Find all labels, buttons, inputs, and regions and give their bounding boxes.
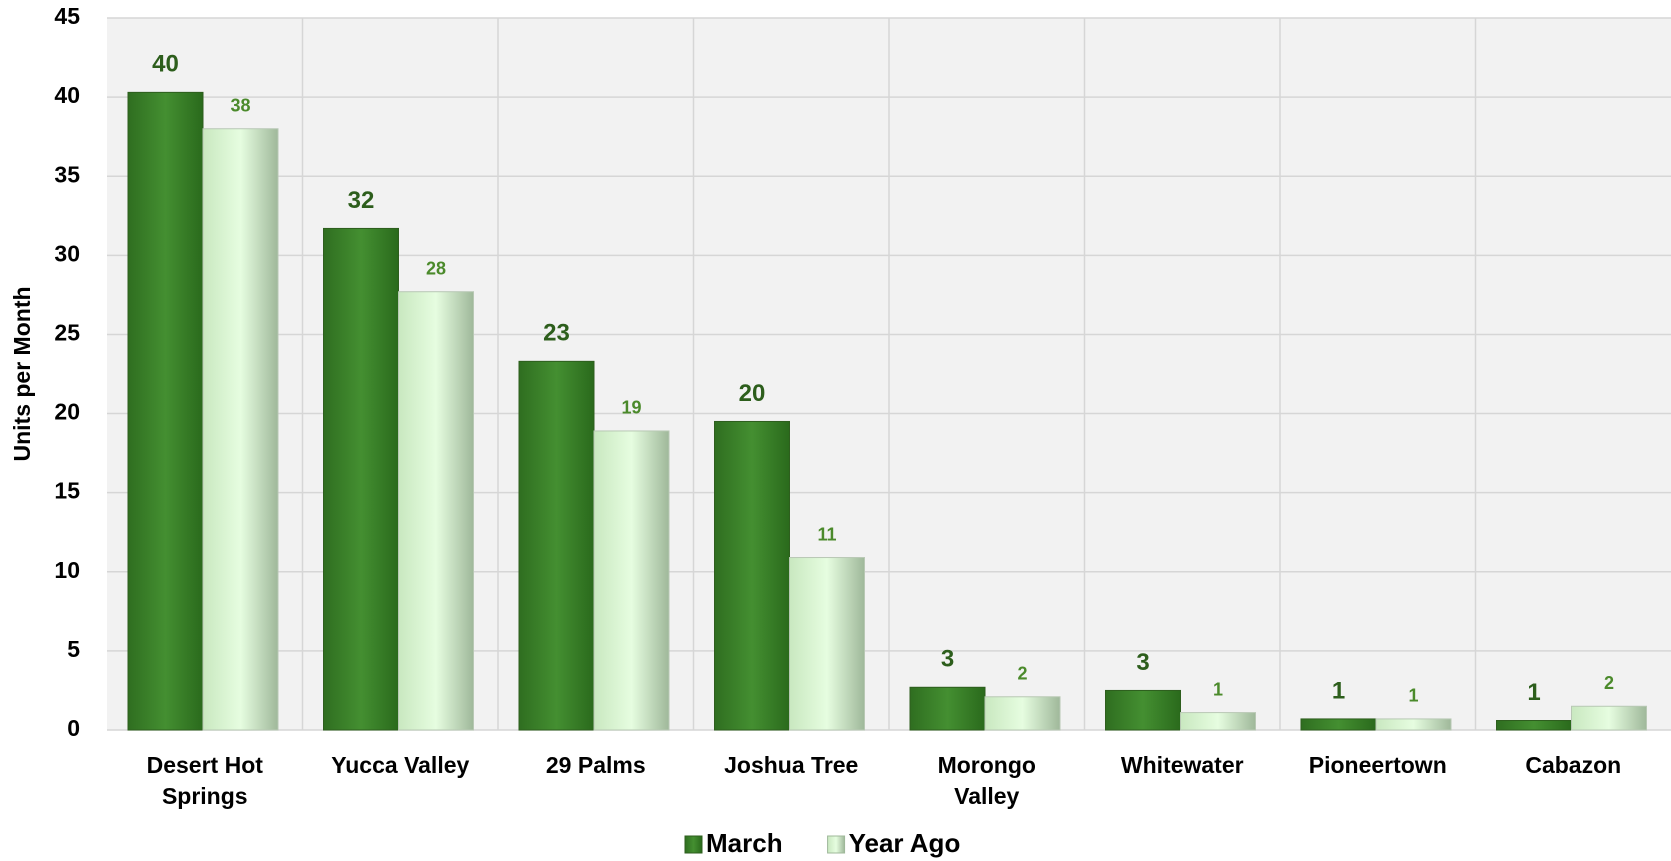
bar <box>789 557 865 731</box>
bar <box>909 686 986 731</box>
bar <box>1180 712 1256 731</box>
x-tick-label-line: Desert Hot <box>147 752 264 778</box>
bar <box>518 360 595 731</box>
y-tick-label: 30 <box>54 240 80 266</box>
data-label: 3 <box>941 646 954 673</box>
bar <box>714 420 790 731</box>
y-tick-label: 15 <box>54 478 80 504</box>
y-tick-label: 5 <box>67 636 80 662</box>
data-label: 2 <box>1604 673 1614 693</box>
data-label: 1 <box>1213 679 1223 699</box>
x-tick-label-line: Morongo <box>938 752 1036 778</box>
bar <box>1375 718 1452 731</box>
bar <box>1105 689 1181 731</box>
data-label: 32 <box>348 187 375 214</box>
x-tick-label: Yucca Valley <box>331 752 469 778</box>
legend-label: March <box>706 828 783 858</box>
data-label: 23 <box>543 320 570 347</box>
bar <box>1300 718 1377 731</box>
x-tick-label: Whitewater <box>1121 752 1244 778</box>
data-label: 3 <box>1136 649 1149 676</box>
x-tick-label-line: Valley <box>954 783 1019 809</box>
bar <box>202 128 279 731</box>
x-tick-label: Desert Hot Springs <box>147 752 264 809</box>
x-tick-label: Pioneertown <box>1309 752 1447 778</box>
legend-swatch <box>827 835 846 854</box>
y-tick-label: 45 <box>54 3 80 29</box>
bar <box>323 227 399 731</box>
bar <box>398 291 474 731</box>
legend-swatch <box>684 835 703 854</box>
bar <box>984 696 1061 731</box>
data-label: 1 <box>1527 679 1540 706</box>
data-label: 28 <box>426 258 446 278</box>
bar <box>593 430 670 731</box>
data-label: 11 <box>817 524 836 544</box>
x-tick-label: Cabazon <box>1525 752 1621 778</box>
data-label: 40 <box>152 51 179 78</box>
data-label: 19 <box>621 398 641 418</box>
bar <box>127 91 204 731</box>
x-tick-label: 29 Palms <box>546 752 646 778</box>
data-label: 1 <box>1332 677 1345 704</box>
y-tick-label: 35 <box>54 161 80 187</box>
bar <box>1496 720 1572 731</box>
data-label: 38 <box>230 96 250 116</box>
x-tick-label: Joshua Tree <box>724 752 858 778</box>
y-tick-label: 40 <box>54 82 80 108</box>
bar <box>1571 705 1647 731</box>
y-tick-label: 20 <box>54 399 80 425</box>
y-tick-label: 25 <box>54 320 80 346</box>
y-tick-label: 0 <box>67 715 80 741</box>
x-tick-label: Morongo Valley <box>938 752 1036 809</box>
legend-label: Year Ago <box>849 828 961 858</box>
data-label: 2 <box>1017 664 1027 684</box>
data-label: 20 <box>739 380 766 407</box>
x-tick-label-line: Springs <box>162 783 248 809</box>
data-label: 1 <box>1408 686 1418 706</box>
y-tick-label: 10 <box>54 557 80 583</box>
y-axis-label: Units per Month <box>9 286 35 461</box>
